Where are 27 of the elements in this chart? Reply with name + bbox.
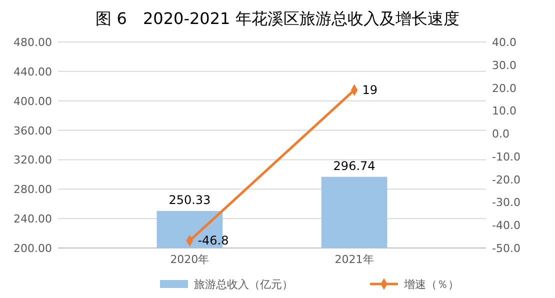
y2-tick-label: 20.0 (492, 82, 516, 95)
y-tick-label: 320.00 (14, 154, 52, 167)
data-label: 19 (362, 83, 378, 98)
y-tick-label: 360.00 (14, 124, 52, 138)
y2-tick-label: -40.0 (492, 219, 520, 232)
data-label: 296.74 (333, 158, 376, 173)
y-tick-label: 400.00 (14, 94, 52, 108)
chart-title: 图 6 2020-2021 年花溪区旅游总收入及增长速度 (96, 9, 460, 28)
y-tick-label: 240.00 (14, 212, 52, 226)
y-tick-label: 280.00 (14, 183, 52, 196)
data-label: -46.8 (198, 234, 229, 248)
y2-tick-label: -10.0 (492, 150, 520, 164)
legend-label: 旅游总收入（亿元） (194, 278, 293, 291)
y2-tick-label: -30.0 (492, 196, 520, 210)
y-tick-label: 440.00 (14, 65, 52, 78)
y2-tick-label: -20.0 (492, 173, 520, 186)
x-tick-label: 2021年 (334, 253, 374, 266)
data-label: 250.33 (168, 192, 211, 207)
y-tick-label: 480.00 (14, 36, 52, 49)
y2-tick-label: -50.0 (492, 242, 520, 255)
y-tick-label: 200.00 (14, 242, 52, 255)
y2-tick-label: 30.0 (492, 58, 516, 72)
y2-tick-label: 10.0 (492, 104, 516, 118)
y2-tick-label: 0.0 (492, 128, 510, 141)
y2-tick-label: 40.0 (492, 36, 516, 49)
x-tick-label: 2020年 (170, 253, 210, 266)
legend-label: 增速（％） (403, 278, 459, 291)
